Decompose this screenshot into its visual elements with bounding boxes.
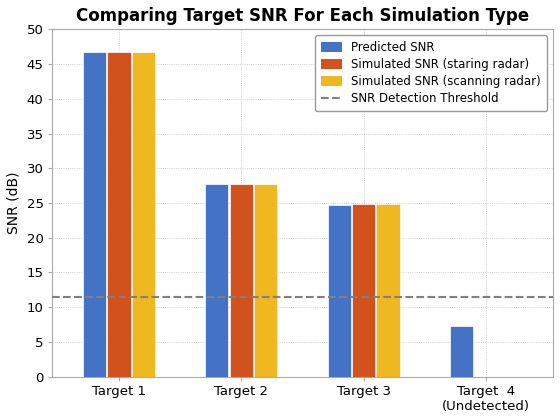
Bar <box>254 184 277 377</box>
Y-axis label: SNR (dB): SNR (dB) <box>7 172 21 234</box>
Legend: Predicted SNR, Simulated SNR (staring radar), Simulated SNR (scanning radar), SN: Predicted SNR, Simulated SNR (staring ra… <box>315 35 547 111</box>
Bar <box>376 205 400 377</box>
Bar <box>352 205 375 377</box>
Bar <box>230 184 253 377</box>
Bar <box>206 184 228 377</box>
Bar <box>83 52 106 377</box>
Bar <box>132 52 155 377</box>
Bar <box>108 52 130 377</box>
Bar <box>328 205 351 377</box>
Title: Comparing Target SNR For Each Simulation Type: Comparing Target SNR For Each Simulation… <box>76 7 529 25</box>
Bar <box>450 326 473 377</box>
